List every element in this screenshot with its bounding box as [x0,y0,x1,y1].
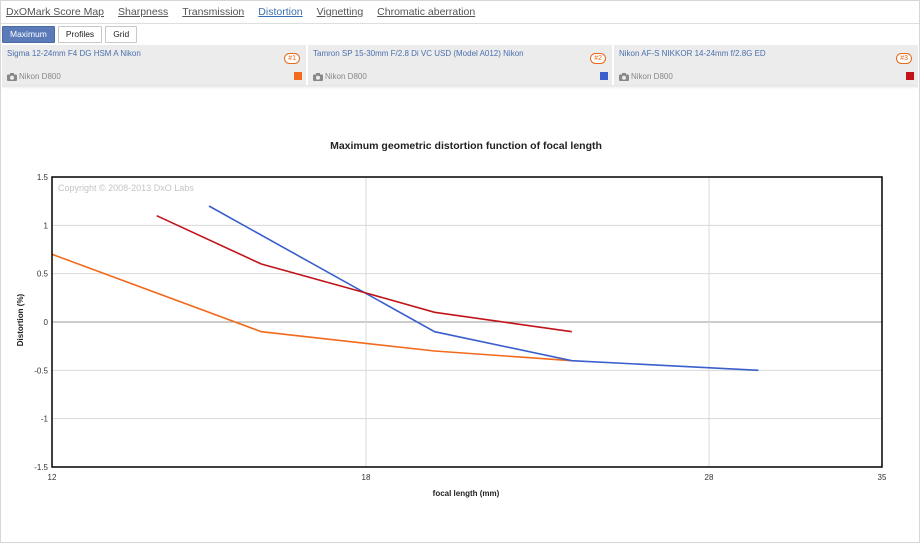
x-axis-label: focal length (mm) [433,489,500,498]
nav-sharpness[interactable]: Sharpness [118,6,169,18]
nav-chromatic-aberration[interactable]: Chromatic aberration [377,6,476,18]
series-line-3[interactable] [156,214,572,333]
x-tick-label: 35 [878,473,887,482]
nav-score-map[interactable]: DxOMark Score Map [6,6,105,18]
top-navigation: DxOMark Score Map Sharpness Transmission… [6,6,475,20]
camera-name: Nikon D800 [631,72,673,81]
y-tick-label: 0.5 [37,270,49,279]
y-tick-label: -1 [41,415,49,424]
y-tick-label: -0.5 [34,366,48,375]
camera-icon [7,72,17,81]
chart-title: Maximum geometric distortion function of… [330,140,602,152]
lens-name[interactable]: Tamron SP 15-30mm F/2.8 Di VC USD (Model… [313,49,524,58]
lens-name[interactable]: Nikon AF-S NIKKOR 14-24mm f/2.8G ED [619,49,766,58]
lens-camera: Nikon D800 [619,72,673,81]
nav-divider [1,23,919,24]
x-tick-label: 28 [705,473,714,482]
y-tick-label: 1 [44,221,49,230]
lens-name[interactable]: Sigma 12-24mm F4 DG HSM A Nikon [7,49,141,58]
lens-rank-badge: #2 [590,53,606,64]
camera-icon [619,72,629,81]
plot-area-border [51,176,883,468]
view-tabs: Maximum Profiles Grid [2,26,138,43]
y-tick-label: 0 [44,318,49,327]
chart-grid [51,176,883,468]
lens-bar-shadow [2,85,918,89]
y-tick-label: -1.5 [34,463,48,472]
lens-camera: Nikon D800 [7,72,61,81]
y-tick-label: 1.5 [37,173,49,182]
chart-tick-labels: 1.5 1 0.5 0 -0.5 -1 -1.512 18 28 35 [34,173,887,482]
y-axis-label: Distortion (%) [16,293,25,346]
lens-selection-bar: Sigma 12-24mm F4 DG HSM A Nikon #1 Nikon… [2,45,918,85]
tab-grid[interactable]: Grid [105,26,138,43]
tab-profiles[interactable]: Profiles [57,26,103,43]
lens-card-3[interactable]: Nikon AF-S NIKKOR 14-24mm f/2.8G ED #3 N… [614,45,918,85]
series-line-1[interactable] [51,253,572,362]
series-line-2[interactable] [208,205,759,372]
lens-rank-badge: #1 [284,53,300,64]
chart-watermark: Copyright © 2008-2013 DxO Labs [58,183,194,193]
series-color-swatch [294,72,302,80]
lens-card-2[interactable]: Tamron SP 15-30mm F/2.8 Di VC USD (Model… [308,45,612,85]
camera-name: Nikon D800 [19,72,61,81]
distortion-chart: Maximum geometric distortion function of… [16,140,887,498]
nav-transmission[interactable]: Transmission [182,6,245,18]
lens-card-1[interactable]: Sigma 12-24mm F4 DG HSM A Nikon #1 Nikon… [2,45,306,85]
x-tick-label: 18 [362,473,371,482]
chart-series [51,205,759,372]
x-tick-label: 12 [48,473,57,482]
nav-distortion[interactable]: Distortion [258,6,303,18]
series-color-swatch [600,72,608,80]
nav-vignetting[interactable]: Vignetting [316,6,364,18]
series-color-swatch [906,72,914,80]
tab-maximum[interactable]: Maximum [2,26,55,43]
camera-name: Nikon D800 [325,72,367,81]
lens-rank-badge: #3 [896,53,912,64]
camera-icon [313,72,323,81]
lens-camera: Nikon D800 [313,72,367,81]
